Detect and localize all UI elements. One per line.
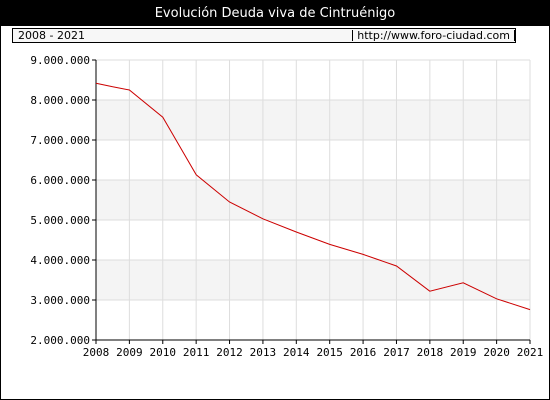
y-tick-label: 7.000.000 <box>30 134 90 147</box>
y-tick-label: 6.000.000 <box>30 174 90 187</box>
x-tick-label: 2018 <box>417 346 444 359</box>
x-tick-label: 2020 <box>483 346 510 359</box>
info-bar: 2008 - 2021 http://www.foro-ciudad.com <box>12 28 516 43</box>
y-tick-label: 5.000.000 <box>30 214 90 227</box>
x-tick-label: 2009 <box>116 346 143 359</box>
grid-band <box>96 100 530 140</box>
debt-line <box>95 82 531 311</box>
source-url-link[interactable]: http://www.foro-ciudad.com <box>352 30 515 41</box>
x-tick-label: 2017 <box>383 346 410 359</box>
grid-band <box>96 260 530 300</box>
y-tick-label: 3.000.000 <box>30 294 90 307</box>
x-tick-label: 2011 <box>183 346 210 359</box>
series-debt <box>95 82 531 311</box>
y-tick-labels: 2.000.000 3.000.000 4.000.000 5.000.000 6.00… <box>30 54 90 347</box>
x-tick-label: 2012 <box>216 346 243 359</box>
year-range-label: 2008 - 2021 <box>18 29 85 42</box>
x-tick-label: 2019 <box>450 346 477 359</box>
x-tick-label: 2013 <box>250 346 277 359</box>
background-bands <box>96 100 530 300</box>
x-tick-label: 2021 <box>517 346 544 359</box>
x-tick-label: 2010 <box>150 346 177 359</box>
x-tick-label: 2014 <box>283 346 310 359</box>
x-tick-label: 2016 <box>350 346 377 359</box>
y-tick-label: 9.000.000 <box>30 54 90 67</box>
y-tick-label: 2.000.000 <box>30 334 90 347</box>
chart-title: Evolución Deuda viva de Cintruénigo <box>0 0 550 26</box>
grid-band <box>96 180 530 220</box>
x-tick-labels: 2008 2009 2010 2011 2012 2013 2014 2015 2016 2017… <box>83 346 544 359</box>
y-tick-label: 4.000.000 <box>30 254 90 267</box>
x-tick-label: 2015 <box>316 346 343 359</box>
x-tick-label: 2008 <box>83 346 110 359</box>
y-tick-label: 8.000.000 <box>30 94 90 107</box>
axes <box>92 59 531 344</box>
